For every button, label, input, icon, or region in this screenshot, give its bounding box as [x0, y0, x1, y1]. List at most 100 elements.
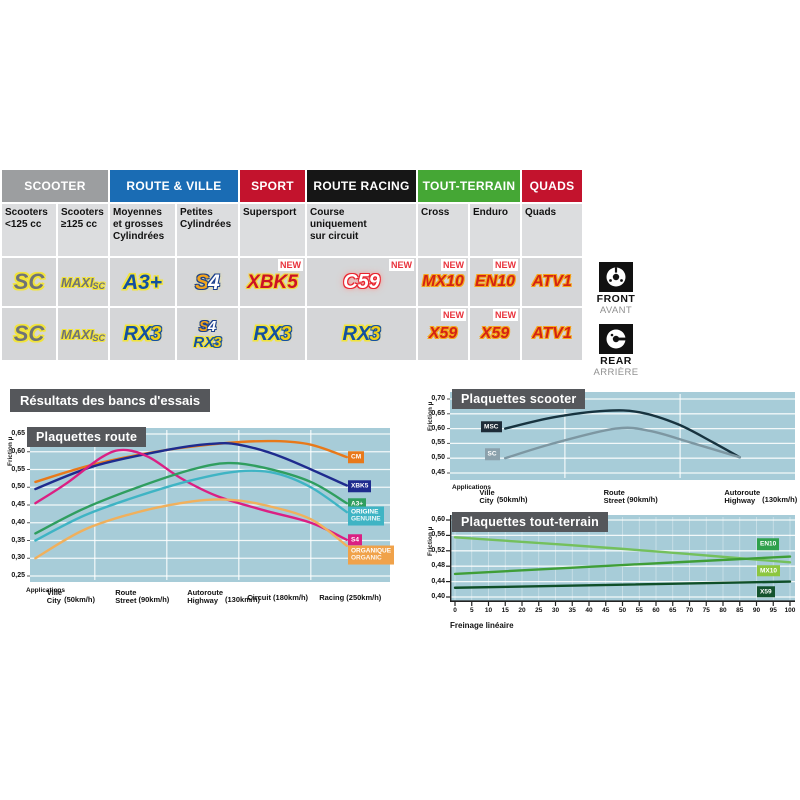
legend-badge-EN10: EN10 [757, 538, 780, 550]
table-subheader: Moyennes et grosses Cylindrées [110, 204, 175, 256]
product-logo-text: MX10 [422, 273, 464, 290]
product-cell-front: SC [2, 258, 56, 306]
y-tick-label: 0,25 [11, 572, 25, 579]
product-logo-text: SC [92, 332, 105, 343]
x-tick-label: 65 [669, 607, 677, 614]
legend-badge-MX10: MX10 [757, 565, 780, 577]
product-logo-text: 4 [207, 317, 217, 335]
legend-badge-ORGANIQUE: ORGANIQUE ORGANIC [348, 545, 395, 565]
series-MSC [504, 409, 741, 459]
application-table: SCOOTER ROUTE & VILLE SPORT ROUTE RACING TOU… [2, 170, 582, 360]
new-badge: NEW [441, 309, 466, 321]
legend-badge-ORIGINE: ORIGINE GENUINE [348, 506, 384, 526]
y-tick-label: 0,30 [11, 554, 25, 562]
front-disc-icon [599, 262, 633, 292]
y-tick-label: 0,35 [11, 536, 25, 544]
x-category-label: Route Street (90km/h) [603, 488, 658, 505]
product-cell-rear: RX 3 [240, 308, 305, 360]
product-cell-rear: S 4 RX 3 [177, 308, 238, 360]
product-logo-text: 3 [280, 323, 292, 345]
table-subheader: Course uniquement sur circuit [307, 204, 416, 256]
product-logo-text: XBK5 [247, 271, 298, 293]
y-tick-label: 0,52 [431, 546, 445, 554]
results-section-title: Résultats des bancs d'essais [10, 389, 211, 412]
x-category-label: Ville City (50km/h) [479, 488, 528, 505]
y-tick-label: 0,65 [431, 409, 445, 417]
product-logo-text: A3+ [122, 270, 163, 294]
product-logo-text: EN10 [474, 273, 516, 290]
x-tick-label: 95 [769, 607, 777, 614]
y-tick-label: 0,50 [431, 454, 445, 462]
x-tick-label: 30 [551, 607, 560, 614]
series-A3+ [34, 461, 348, 535]
product-logo-text: ATV1 [532, 273, 572, 290]
product-cell-front: A3+ [110, 258, 175, 306]
front-label: FRONT [596, 293, 636, 305]
front-sub-label: AVANT [599, 305, 633, 316]
table-subheader: Scooters <125 cc [2, 204, 56, 256]
scooter-chart: 0,70 0,65 0,60 0,55 0,50 0,45 Friction µ MSC S… [420, 383, 800, 513]
x-category-label: Circuit (180km/h) [247, 593, 309, 602]
legend-badge-SC: SC [484, 448, 500, 460]
legend-badge-X59: X59 [757, 586, 775, 598]
product-logo-text: ATV1 [532, 325, 572, 342]
x-tick-label: 35 [568, 607, 576, 614]
product-cell-rear: ATV1 [522, 308, 582, 360]
rear-disc-icon [599, 324, 633, 354]
x-tick-label: 40 [585, 607, 593, 614]
product-logo-text: 4 [208, 270, 220, 294]
product-logo: EN10 [475, 274, 515, 290]
x-tick-label: 0 [453, 607, 457, 614]
product-logo-text: RX [123, 323, 152, 345]
product-cell-front: NEW MX10 [418, 258, 468, 306]
x-category-label: Autoroute Highway (130km/h) [724, 488, 798, 505]
product-logo: A3+ [123, 272, 162, 293]
scooter-y-axis: 0,70 0,65 0,60 0,55 0,50 0,45 [420, 392, 447, 480]
legend-badge-S4: S4 [348, 534, 362, 546]
x-tick-label: 50 [618, 607, 627, 614]
x-tick-label: 45 [602, 607, 610, 614]
product-logo: RX 3 [124, 324, 162, 344]
scooter-x-axis: Ville City (50km/h) Route Street (90km/h) Auto… [450, 488, 798, 511]
tt-plot: EN10 MX10 X59 [446, 515, 795, 606]
x-category-label: Racing (250km/h) [319, 593, 382, 602]
product-logo-text: RX [342, 323, 371, 345]
table-group-header: TOUT-TERRAIN [418, 170, 520, 202]
tt-x-axis-label: Freinage linéaire [450, 621, 514, 630]
series-X59 [453, 580, 792, 589]
x-tick-label: 80 [719, 607, 727, 614]
route-x-axis: Ville City (50km/h) Route Street (90km/h) Auto… [30, 589, 390, 613]
y-tick-label: 0,48 [431, 562, 445, 570]
product-cell-rear: SC [2, 308, 56, 360]
product-logo: MAXI SC [60, 326, 105, 343]
product-logo-text: MAXI [60, 274, 94, 290]
product-logo-text: RX [253, 323, 282, 345]
y-tick-label: 0,40 [431, 593, 445, 600]
table-group-header: SCOOTER [2, 170, 108, 202]
y-tick-label: 0,40 [11, 518, 25, 526]
product-logo: X59 [429, 326, 457, 342]
product-logo: RX 3 [193, 335, 221, 350]
product-logo: SC [14, 271, 45, 293]
legend-badge-MSC: MSC [481, 420, 502, 433]
product-logo-text: X59 [428, 325, 458, 342]
tt-y-axis: 0,60 0,56 0,52 0,48 0,44 0,40 [420, 515, 447, 602]
product-cell-rear: NEW X59 [418, 308, 468, 360]
y-tick-label: 0,50 [11, 483, 25, 491]
new-badge: NEW [493, 309, 518, 321]
table-subheader: Petites Cylindrées [177, 204, 238, 256]
product-cell-front: NEW EN10 [470, 258, 520, 306]
product-logo: ATV1 [532, 326, 572, 342]
tt-chart-title: Plaquettes tout-terrain [452, 512, 608, 532]
y-tick-label: 0,70 [431, 395, 445, 402]
x-category-label: Ville City (50km/h) [46, 588, 95, 605]
product-cell-rear: RX 3 [307, 308, 416, 360]
product-logo: ATV1 [532, 274, 572, 290]
y-tick-label: 0,60 [431, 516, 445, 523]
product-logo-text: MAXI [60, 326, 94, 342]
table-group-header: QUADS [522, 170, 582, 202]
y-tick-label: 0,55 [11, 465, 25, 473]
product-logo: C59 [343, 272, 380, 292]
